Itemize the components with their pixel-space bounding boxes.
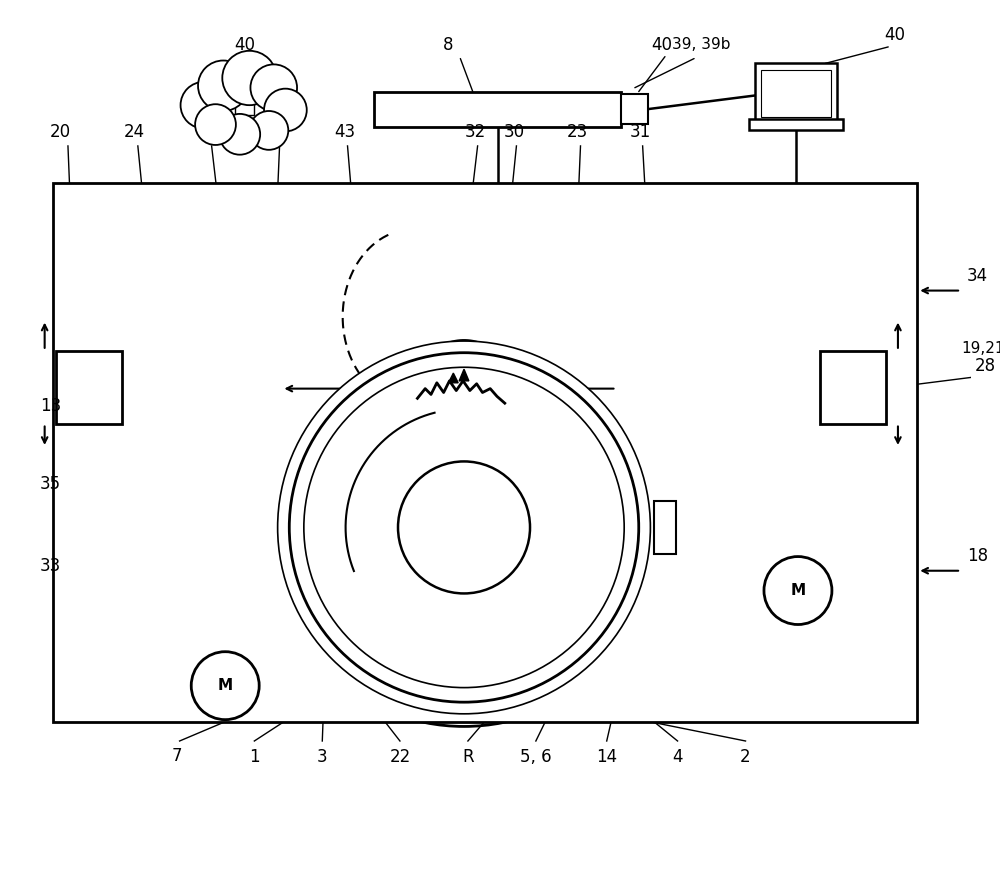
Circle shape bbox=[181, 82, 227, 128]
Text: M: M bbox=[790, 583, 806, 598]
Text: R: R bbox=[462, 748, 474, 766]
Bar bbox=[761, 70, 831, 117]
Text: 1: 1 bbox=[249, 748, 260, 766]
Bar bbox=[621, 95, 648, 124]
Text: 40: 40 bbox=[652, 36, 673, 54]
Circle shape bbox=[222, 50, 277, 105]
Text: 28: 28 bbox=[975, 357, 996, 375]
Text: 40: 40 bbox=[234, 36, 255, 54]
Text: 4: 4 bbox=[672, 748, 683, 766]
Text: 40: 40 bbox=[885, 27, 906, 44]
Circle shape bbox=[398, 461, 530, 594]
Text: 31: 31 bbox=[630, 123, 651, 142]
Text: 2: 2 bbox=[740, 748, 751, 766]
Text: 18: 18 bbox=[967, 547, 988, 566]
Circle shape bbox=[264, 88, 307, 131]
Bar bbox=[755, 64, 837, 121]
Circle shape bbox=[249, 111, 288, 150]
Bar bbox=[56, 350, 122, 424]
Text: 30: 30 bbox=[504, 123, 525, 142]
Text: 25: 25 bbox=[198, 123, 219, 142]
Text: 23: 23 bbox=[567, 123, 588, 142]
Circle shape bbox=[195, 104, 236, 145]
Text: 24: 24 bbox=[123, 123, 145, 142]
Circle shape bbox=[278, 341, 650, 714]
Text: 3: 3 bbox=[317, 748, 328, 766]
Bar bbox=[374, 91, 621, 127]
Circle shape bbox=[198, 60, 249, 111]
Polygon shape bbox=[459, 369, 469, 381]
Text: 23: 23 bbox=[266, 123, 287, 142]
Text: 20: 20 bbox=[50, 123, 71, 142]
Text: M: M bbox=[218, 678, 233, 693]
Text: 8: 8 bbox=[443, 36, 453, 54]
Text: 14: 14 bbox=[596, 748, 617, 766]
Bar bbox=[820, 350, 886, 424]
Circle shape bbox=[219, 114, 260, 155]
Polygon shape bbox=[448, 373, 458, 383]
Text: 43: 43 bbox=[334, 123, 355, 142]
Text: 34: 34 bbox=[967, 267, 988, 285]
Bar bbox=[749, 119, 843, 130]
Bar bbox=[53, 183, 917, 721]
Bar bbox=[445, 344, 464, 375]
Bar bbox=[235, 100, 254, 115]
Bar bbox=[654, 501, 676, 554]
Text: 39, 39b: 39, 39b bbox=[672, 37, 730, 52]
Text: 33: 33 bbox=[40, 558, 61, 575]
Text: 32: 32 bbox=[465, 123, 486, 142]
Text: 7: 7 bbox=[171, 747, 182, 765]
Text: 19,21: 19,21 bbox=[962, 342, 1000, 357]
Circle shape bbox=[289, 353, 639, 702]
Circle shape bbox=[304, 367, 624, 688]
Polygon shape bbox=[447, 375, 462, 387]
Text: 5, 6: 5, 6 bbox=[520, 748, 552, 766]
Circle shape bbox=[764, 557, 832, 625]
Text: 13: 13 bbox=[40, 397, 61, 415]
Text: 22: 22 bbox=[389, 748, 411, 766]
Text: 35: 35 bbox=[40, 474, 61, 493]
Circle shape bbox=[191, 651, 259, 720]
Circle shape bbox=[265, 328, 663, 727]
Circle shape bbox=[250, 65, 297, 111]
